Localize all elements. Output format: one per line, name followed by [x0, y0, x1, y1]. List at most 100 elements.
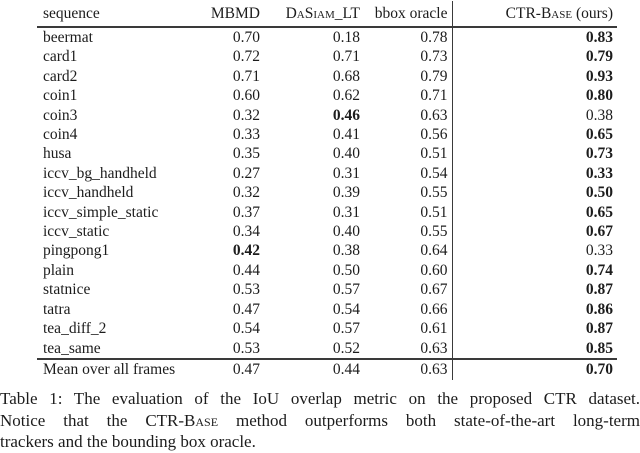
cell-bbox: 0.55 — [420, 223, 448, 241]
cell-dasiam: 0.39 — [332, 184, 360, 202]
cell-mbmd: 0.32 — [232, 106, 260, 124]
caption-text: Table 1: The evaluation of the IoU overl… — [0, 389, 640, 409]
cell-ctr: 0.50 — [451, 183, 617, 203]
col-header-dasiam-lt: DaSiam_LT — [264, 1, 364, 28]
cell-bbox: 0.56 — [420, 126, 448, 144]
cell-mbmd: 0.35 — [232, 145, 260, 163]
table-row: coin4 0.33 0.41 0.56 0.65 — [37, 125, 617, 145]
cell-ctr: 0.80 — [451, 86, 617, 106]
cell-dasiam: 0.40 — [332, 223, 360, 241]
table-row: iccv_bg_handheld 0.27 0.31 0.54 0.33 — [37, 163, 617, 184]
cell-ctr: 0.86 — [451, 299, 617, 320]
cell-dasiam: 0.57 — [332, 281, 360, 299]
cell-mbmd: 0.47 — [232, 300, 260, 318]
cell-sequence: tea_same — [43, 339, 101, 357]
cell-ctr: 0.65 — [451, 125, 617, 145]
cell-bbox: 0.51 — [420, 145, 448, 163]
cell-mbmd: 0.53 — [232, 281, 260, 299]
cell-bbox: 0.67 — [420, 281, 448, 299]
cell-sequence: Mean over all frames — [37, 357, 199, 381]
cell-mbmd: 0.54 — [232, 320, 260, 338]
caption-text: method outperforms both state-of-the-art… — [218, 410, 640, 430]
cell-dasiam: 0.46 — [332, 106, 360, 124]
table-row: card2 0.71 0.68 0.79 0.93 — [37, 66, 617, 87]
cell-mbmd: 0.32 — [232, 184, 260, 202]
cell-dasiam: 0.68 — [332, 67, 360, 85]
cell-dasiam: 0.57 — [332, 320, 360, 338]
cell-mbmd: 0.44 — [232, 261, 260, 279]
table-row: pingpong1 0.42 0.38 0.64 0.33 — [37, 241, 617, 261]
cell-bbox: 0.63 — [420, 339, 448, 357]
cell-dasiam: 0.31 — [332, 203, 360, 221]
col-header-ctr-base: CTR-Base (ours) — [451, 1, 617, 28]
table-row: beermat 0.70 0.18 0.78 0.83 — [37, 27, 617, 48]
cell-bbox: 0.55 — [420, 184, 448, 202]
table-row: tea_same 0.53 0.52 0.63 0.85 — [37, 338, 617, 359]
cell-mbmd: 0.70 — [232, 29, 260, 46]
table-row: coin1 0.60 0.62 0.71 0.80 — [37, 86, 617, 106]
cell-mbmd: 0.33 — [232, 126, 260, 144]
cell-mbmd: 0.27 — [232, 164, 260, 182]
cell-sequence: coin1 — [43, 87, 78, 105]
table-row: iccv_simple_static 0.37 0.31 0.51 0.65 — [37, 202, 617, 223]
cell-sequence: husa — [43, 145, 72, 163]
caption-text: trackers and the bounding box oracle. — [0, 432, 256, 452]
cell-sequence: coin4 — [43, 126, 78, 144]
col-header-mbmd: MBMD — [199, 1, 264, 28]
cell-ctr: 0.87 — [451, 319, 617, 339]
cell-dasiam: 0.38 — [332, 242, 360, 260]
cell-bbox: 0.78 — [420, 29, 448, 46]
table-row: iccv_handheld 0.32 0.39 0.55 0.50 — [37, 183, 617, 203]
ctr-base-suffix: (ours) — [575, 5, 613, 22]
cell-bbox: 0.61 — [420, 320, 448, 338]
cell-bbox: 0.54 — [420, 164, 448, 182]
table-row: plain 0.44 0.50 0.60 0.74 — [37, 260, 617, 281]
cell-sequence: tatra — [43, 300, 71, 318]
cell-sequence: plain — [43, 261, 74, 279]
cell-dasiam: 0.52 — [332, 339, 360, 357]
cell-ctr: 0.93 — [451, 66, 617, 87]
cell-bbox: 0.63 — [420, 106, 448, 124]
caption-line: trackers and the bounding box oracle. — [0, 431, 640, 452]
cell-mbmd: 0.71 — [232, 67, 260, 85]
cell-dasiam: 0.44 — [264, 357, 364, 381]
cell-ctr: 0.67 — [451, 222, 617, 242]
cell-bbox: 0.79 — [420, 67, 448, 85]
cell-dasiam: 0.50 — [332, 261, 360, 279]
cell-ctr: 0.33 — [451, 241, 617, 261]
cell-ctr: 0.70 — [451, 357, 617, 381]
cell-ctr: 0.33 — [451, 163, 617, 184]
cell-mbmd: 0.34 — [232, 223, 260, 241]
results-table: sequence MBMD DaSiam_LT bbox oracle CTR-… — [37, 1, 617, 381]
cell-sequence: iccv_bg_handheld — [43, 164, 157, 182]
table-row: husa 0.35 0.40 0.51 0.73 — [37, 144, 617, 164]
cell-ctr: 0.79 — [451, 47, 617, 67]
mean-row: Mean over all frames 0.47 0.44 0.63 0.70 — [37, 357, 617, 381]
cell-mbmd: 0.37 — [232, 203, 260, 221]
cell-dasiam: 0.31 — [332, 164, 360, 182]
table-row: statnice 0.53 0.57 0.67 0.87 — [37, 280, 617, 300]
cell-mbmd: 0.53 — [232, 339, 260, 357]
cell-sequence: card2 — [43, 67, 78, 85]
cell-sequence: iccv_simple_static — [43, 203, 159, 221]
caption-line: Table 1: The evaluation of the IoU overl… — [0, 388, 640, 409]
table-body: beermat 0.70 0.18 0.78 0.83 card1 0.72 0.71 0.73… — [37, 27, 617, 381]
cell-dasiam: 0.54 — [332, 300, 360, 318]
table-row: coin3 0.32 0.46 0.63 0.38 — [37, 105, 617, 126]
cell-mbmd: 0.72 — [232, 48, 260, 66]
cell-mbmd: 0.42 — [232, 242, 260, 260]
cell-bbox: 0.64 — [420, 242, 448, 260]
cell-mbmd: 0.47 — [199, 357, 264, 381]
cell-bbox: 0.71 — [420, 87, 448, 105]
table-row: iccv_static 0.34 0.40 0.55 0.67 — [37, 222, 617, 242]
caption-line: Notice that the CTR-Base method outperfo… — [0, 410, 640, 431]
cell-sequence: iccv_handheld — [43, 184, 134, 202]
cell-ctr: 0.83 — [451, 27, 617, 48]
caption-smallcaps-ctr-base: CTR-Base — [145, 410, 219, 430]
cell-ctr: 0.87 — [451, 280, 617, 300]
cell-bbox: 0.51 — [420, 203, 448, 221]
col-header-bbox-oracle: bbox oracle — [364, 1, 452, 28]
cell-sequence: beermat — [43, 29, 93, 46]
cell-ctr: 0.73 — [451, 144, 617, 164]
